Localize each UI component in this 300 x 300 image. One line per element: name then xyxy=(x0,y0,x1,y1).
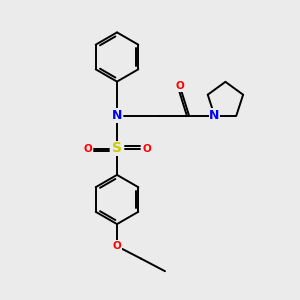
Text: O: O xyxy=(83,143,92,154)
Text: N: N xyxy=(209,109,220,122)
Text: O: O xyxy=(176,81,184,91)
Text: O: O xyxy=(112,241,122,251)
Text: S: S xyxy=(112,142,122,155)
Text: O: O xyxy=(142,143,151,154)
Text: N: N xyxy=(112,109,122,122)
